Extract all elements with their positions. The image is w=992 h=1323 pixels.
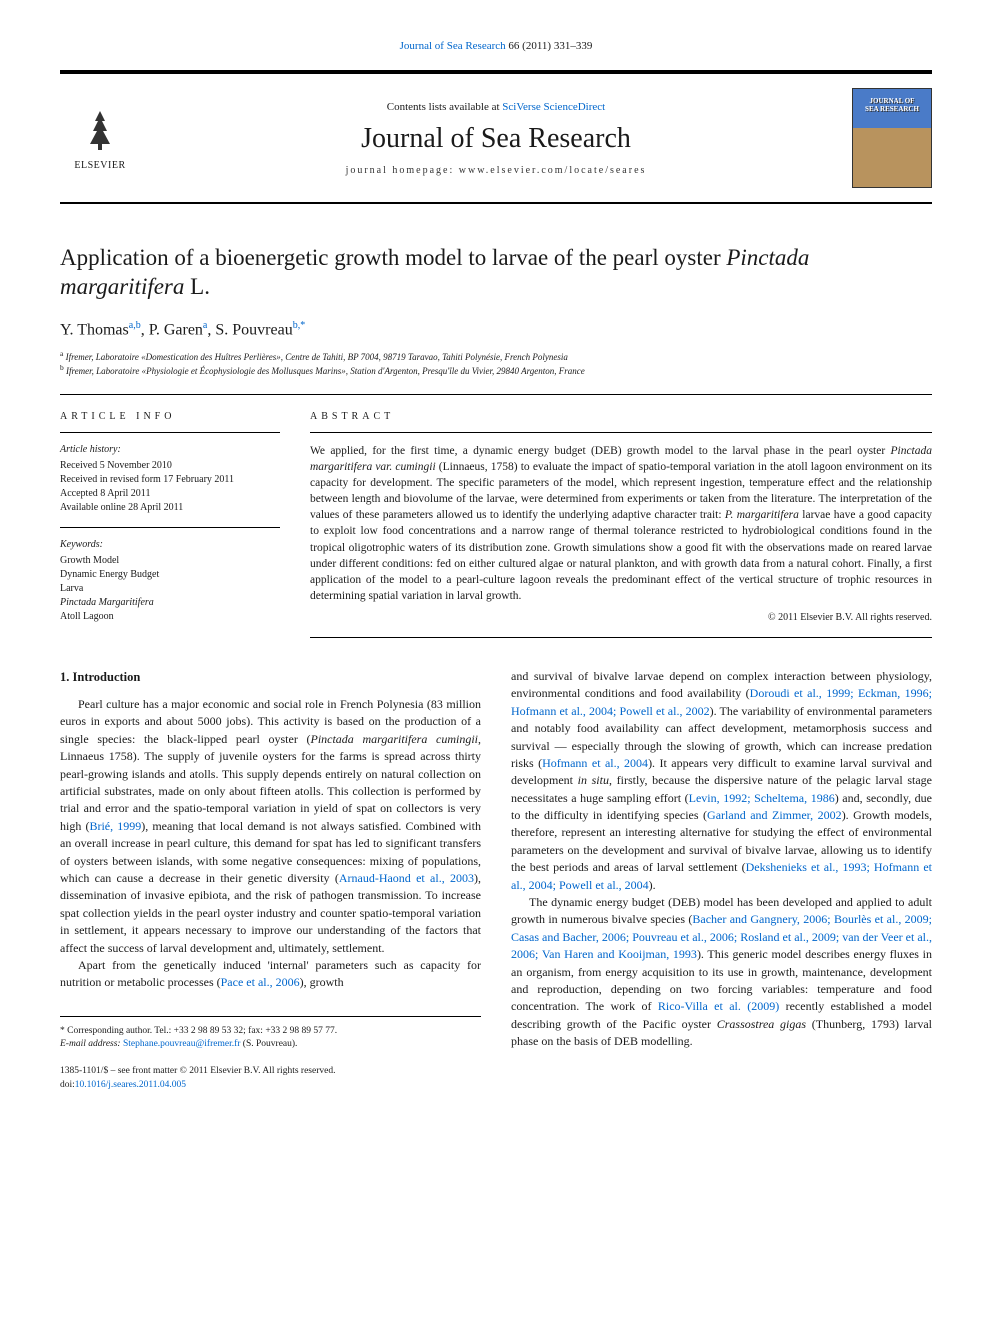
affiliation-b: Ifremer, Laboratoire «Physiologie et Éco… xyxy=(66,366,585,376)
online-date: Available online 28 April 2011 xyxy=(60,501,280,515)
accepted-date: Accepted 8 April 2011 xyxy=(60,487,280,501)
author-1-aff: a,b xyxy=(129,320,141,331)
publisher-name: ELSEVIER xyxy=(74,160,125,171)
doi-link[interactable]: 10.1016/j.seares.2011.04.005 xyxy=(75,1080,186,1090)
intro-paragraph-2-cont: and survival of bivalve larvae depend on… xyxy=(511,668,932,894)
doi-label: doi: xyxy=(60,1080,75,1090)
email-line: E-mail address: Stephane.pouvreau@ifreme… xyxy=(60,1038,481,1051)
journal-homepage: journal homepage: www.elsevier.com/locat… xyxy=(156,165,836,176)
author-3: S. Pouvreau xyxy=(215,321,292,338)
cover-line2: SEA RESEARCH xyxy=(865,105,919,113)
journal-link[interactable]: Journal of Sea Research xyxy=(400,40,506,52)
keywords-label: Keywords: xyxy=(60,538,280,552)
cover-line1: JOURNAL OF xyxy=(870,97,915,105)
abstract-block: ABSTRACT We applied, for the first time,… xyxy=(310,411,932,638)
affiliation-a: Ifremer, Laboratoire «Domestication des … xyxy=(66,352,568,362)
journal-title: Journal of Sea Research xyxy=(156,123,836,155)
section-1-heading: 1. Introduction xyxy=(60,668,481,686)
ref-brie-1999[interactable]: Brié, 1999 xyxy=(89,819,141,833)
abstract-heading: ABSTRACT xyxy=(310,411,932,422)
ref-arnaud-haond-2003[interactable]: Arnaud-Haond et al., 2003 xyxy=(339,871,474,885)
body-column-right: and survival of bivalve larvae depend on… xyxy=(511,668,932,1093)
history-label: Article history: xyxy=(60,443,280,457)
corresponding-author-note: * Corresponding author. Tel.: +33 2 98 8… xyxy=(60,1025,481,1038)
keyword-5: Atoll Lagoon xyxy=(60,610,280,624)
contents-line: Contents lists available at SciVerse Sci… xyxy=(156,101,836,113)
contents-prefix: Contents lists available at xyxy=(387,101,502,113)
title-text-post: L. xyxy=(184,274,210,299)
revised-date: Received in revised form 17 February 201… xyxy=(60,473,280,487)
keyword-2: Dynamic Energy Budget xyxy=(60,568,280,582)
abstract-text: We applied, for the first time, a dynami… xyxy=(310,443,932,604)
corresponding-symbol: * xyxy=(300,320,305,331)
title-text-pre: Application of a bioenergetic growth mod… xyxy=(60,245,726,270)
publisher-logo: ELSEVIER xyxy=(60,93,140,183)
keyword-1: Growth Model xyxy=(60,554,280,568)
ref-levin-scheltema[interactable]: Levin, 1992; Scheltema, 1986 xyxy=(689,791,835,805)
journal-cover-thumbnail: JOURNAL OF SEA RESEARCH xyxy=(852,88,932,188)
author-2-aff: a xyxy=(203,320,207,331)
article-info-sidebar: ARTICLE INFO Article history: Received 5… xyxy=(60,411,280,638)
ref-rico-villa-2009[interactable]: Rico-Villa et al. (2009) xyxy=(658,999,779,1013)
article-title: Application of a bioenergetic growth mod… xyxy=(60,244,932,302)
corresponding-email-link[interactable]: Stephane.pouvreau@ifremer.fr xyxy=(123,1039,240,1049)
issn-copyright-line: 1385-1101/$ – see front matter © 2011 El… xyxy=(60,1065,481,1079)
authors-line: Y. Thomasa,b, P. Garena, S. Pouvreaub,* xyxy=(60,320,932,339)
keyword-3: Larva xyxy=(60,582,280,596)
journal-header: ELSEVIER Contents lists available at Sci… xyxy=(60,70,932,204)
author-1: Y. Thomas xyxy=(60,321,129,338)
intro-paragraph-1: Pearl culture has a major economic and s… xyxy=(60,696,481,957)
author-2: P. Garen xyxy=(149,321,203,338)
affiliations: a Ifremer, Laboratoire «Domestication de… xyxy=(60,349,932,378)
running-header: Journal of Sea Research 66 (2011) 331–33… xyxy=(60,40,932,52)
citation-range: 66 (2011) 331–339 xyxy=(508,40,592,52)
ref-pace-2006[interactable]: Pace et al., 2006 xyxy=(221,975,300,989)
intro-paragraph-3: The dynamic energy budget (DEB) model ha… xyxy=(511,894,932,1051)
received-date: Received 5 November 2010 xyxy=(60,459,280,473)
intro-paragraph-2: Apart from the genetically induced 'inte… xyxy=(60,957,481,992)
doi-block: 1385-1101/$ – see front matter © 2011 El… xyxy=(60,1065,481,1093)
article-info-heading: ARTICLE INFO xyxy=(60,411,280,422)
body-column-left: 1. Introduction Pearl culture has a majo… xyxy=(60,668,481,1093)
ref-garland-zimmer-2002[interactable]: Garland and Zimmer, 2002 xyxy=(707,808,842,822)
keyword-4: Pinctada Margaritifera xyxy=(60,596,280,610)
elsevier-tree-icon xyxy=(75,106,125,156)
abstract-copyright: © 2011 Elsevier B.V. All rights reserved… xyxy=(310,612,932,623)
sciencedirect-link[interactable]: SciVerse ScienceDirect xyxy=(502,101,605,113)
ref-hofmann-2004[interactable]: Hofmann et al., 2004 xyxy=(542,756,648,770)
